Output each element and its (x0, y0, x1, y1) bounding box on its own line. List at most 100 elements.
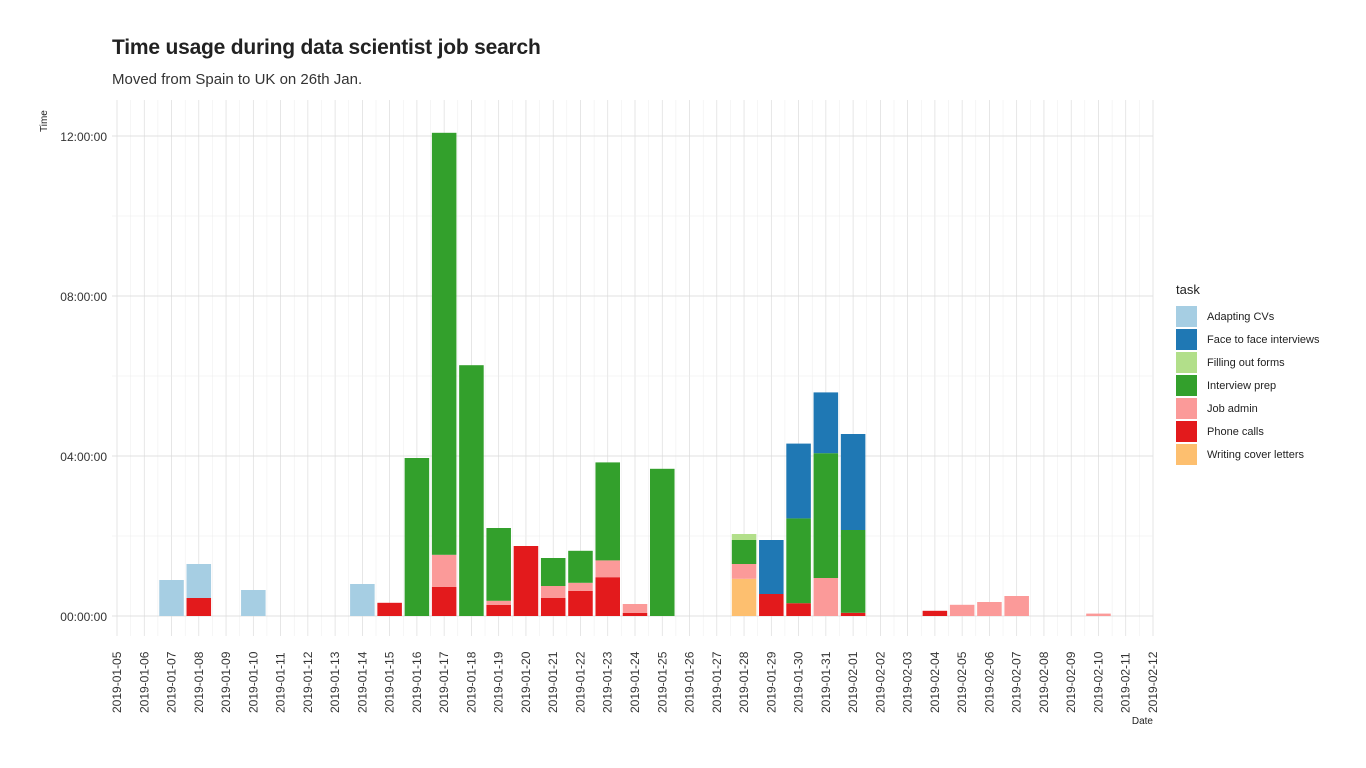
x-tick-label: 2019-02-11 (1119, 652, 1133, 713)
bar-segment (922, 610, 948, 616)
legend-swatch (1176, 444, 1197, 465)
bar-segment (813, 453, 839, 578)
x-tick-label: 2019-01-26 (683, 651, 697, 713)
x-tick-label: 2019-02-08 (1037, 651, 1051, 713)
bar-segment (540, 598, 566, 616)
bar-segment (568, 582, 593, 591)
legend-label: Job admin (1207, 402, 1258, 415)
legend-swatch (1176, 329, 1197, 350)
legend-item: Adapting CVs (1176, 305, 1320, 328)
x-tick-label: 2019-02-04 (928, 651, 942, 713)
x-tick-label: 2019-01-30 (792, 651, 806, 713)
bar-segment (731, 564, 757, 579)
bar-segment (949, 604, 975, 616)
legend-swatch (1176, 352, 1197, 373)
bar-segment (977, 602, 1002, 616)
x-tick-label: 2019-01-29 (764, 651, 778, 713)
bar-segment (840, 612, 866, 616)
legend-item: Filling out forms (1176, 351, 1320, 374)
x-tick-label: 2019-02-10 (1091, 651, 1105, 713)
x-tick-label: 2019-02-01 (846, 651, 860, 713)
legend-item: Job admin (1176, 397, 1320, 420)
bar-segment (459, 365, 484, 616)
bar-segment (649, 468, 675, 616)
bar-segment (622, 612, 648, 616)
x-tick-label: 2019-01-14 (355, 651, 369, 713)
bar-segment (731, 540, 757, 564)
legend-item: Writing cover letters (1176, 443, 1320, 466)
x-tick-label: 2019-01-13 (328, 651, 342, 713)
bar-segment (540, 586, 566, 598)
bar-segment (486, 600, 511, 605)
bar-segment (186, 598, 212, 616)
x-tick-label: 2019-01-15 (383, 651, 397, 713)
x-tick-label: 2019-02-02 (873, 651, 887, 713)
x-tick-label: 2019-01-17 (437, 651, 451, 713)
bar-segment (540, 558, 566, 586)
bars (159, 132, 1111, 616)
legend-label: Interview prep (1207, 379, 1277, 392)
bar-segment (759, 594, 784, 616)
x-tick-label: 2019-01-27 (710, 651, 724, 713)
grid (112, 100, 1154, 636)
chart-title: Time usage during data scientist job sea… (112, 36, 541, 59)
x-tick-label: 2019-01-25 (655, 651, 669, 713)
legend-item: Interview prep (1176, 374, 1320, 397)
x-axis-label: Date (1132, 716, 1154, 727)
x-tick-label: 2019-02-03 (901, 651, 915, 713)
x-tick-label: 2019-01-06 (137, 651, 151, 713)
x-tick-label: 2019-02-06 (982, 651, 996, 713)
y-tick-label: 00:00:00 (60, 610, 107, 624)
x-tick-label: 2019-01-12 (301, 651, 315, 713)
bar-segment (568, 590, 593, 616)
bar-segment (595, 577, 621, 616)
bar-segment (186, 564, 212, 598)
x-tick-label: 2019-01-11 (274, 652, 288, 713)
bar-segment (431, 132, 457, 555)
bar-segment (840, 434, 866, 530)
bar-segment (486, 604, 511, 616)
y-axis-label: Time (39, 110, 50, 132)
legend-swatch (1176, 421, 1197, 442)
x-tick-label: 2019-01-22 (573, 651, 587, 713)
x-tick-label: 2019-01-23 (601, 651, 615, 713)
bar-segment (159, 580, 184, 616)
legend-label: Face to face interviews (1207, 333, 1320, 346)
bar-segment (840, 530, 866, 613)
y-tick-label: 12:00:00 (60, 130, 107, 144)
legend-swatch (1176, 306, 1197, 327)
x-tick-label: 2019-02-05 (955, 651, 969, 713)
x-tick-label: 2019-01-07 (165, 651, 179, 713)
bar-segment (350, 584, 375, 616)
legend-label: Writing cover letters (1207, 448, 1304, 461)
bar-segment (786, 518, 811, 604)
bar-segment (1086, 613, 1111, 616)
legend-item: Phone calls (1176, 420, 1320, 443)
x-tick-label: 2019-01-05 (110, 651, 124, 713)
x-tick-label: 2019-01-24 (628, 651, 642, 713)
bar-segment (813, 578, 839, 616)
x-tick-label: 2019-01-16 (410, 651, 424, 713)
bar-segment (568, 550, 593, 583)
legend-title: task (1176, 282, 1200, 297)
bar-segment (622, 604, 648, 613)
x-tick-label: 2019-01-09 (219, 651, 233, 713)
y-tick-label: 08:00:00 (60, 290, 107, 304)
bar-segment (595, 560, 621, 578)
bar-segment (759, 540, 784, 594)
bar-segment (431, 586, 457, 616)
bar-segment (595, 462, 621, 561)
bar-segment (513, 546, 539, 616)
bar-segment (241, 590, 266, 616)
bar-segment (731, 534, 757, 540)
bar-segment (486, 528, 511, 601)
legend-label: Filling out forms (1207, 356, 1285, 369)
legend-label: Phone calls (1207, 425, 1264, 438)
x-tick-label: 2019-01-31 (819, 651, 833, 713)
x-tick-label: 2019-02-09 (1064, 651, 1078, 713)
x-tick-label: 2019-01-21 (546, 651, 560, 713)
x-tick-label: 2019-01-19 (492, 651, 506, 713)
x-tick-label: 2019-01-28 (737, 651, 751, 713)
x-tick-label: 2019-02-12 (1146, 651, 1160, 713)
